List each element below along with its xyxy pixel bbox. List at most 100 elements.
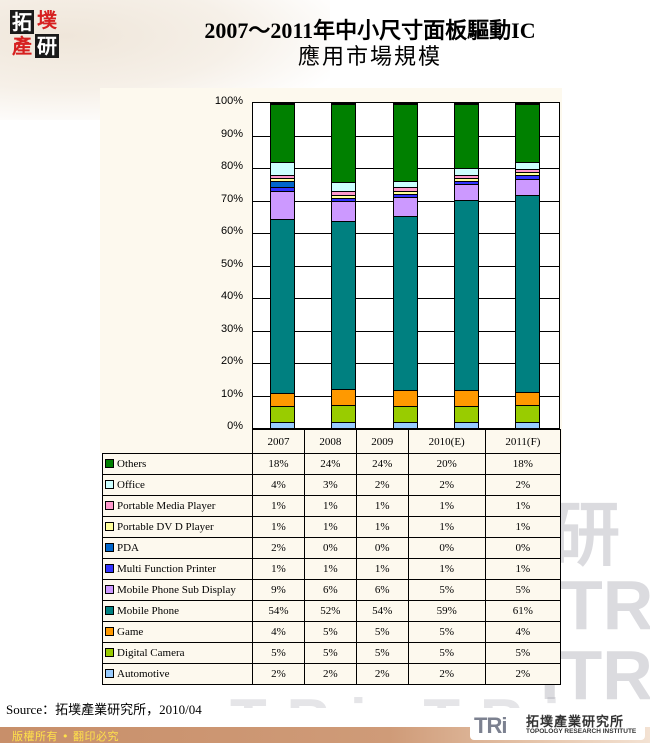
table-cell: 9%: [252, 579, 305, 601]
category-header: 2008: [303, 429, 357, 454]
tri-logo-mark-text: TRi: [474, 713, 507, 738]
bar-segment: [271, 190, 295, 220]
table-cell: 1%: [252, 495, 305, 517]
bar-segment: [515, 194, 539, 393]
org-name-en: TOPOLOGY RESEARCH INSTITUTE: [526, 728, 637, 735]
table-cell: 5%: [355, 642, 409, 664]
y-tick-label: 70%: [220, 192, 243, 205]
series-label: Digital Camera: [102, 642, 253, 664]
table-cell: 5%: [407, 621, 486, 643]
table-cell: 52%: [303, 600, 357, 622]
bar-segment: [332, 220, 356, 390]
table-cell: 2%: [484, 474, 562, 496]
y-tick-label: 90%: [220, 127, 243, 140]
bar-segment: [332, 405, 356, 422]
logo-char: 研: [35, 34, 59, 58]
series-name: PDA: [117, 542, 140, 554]
y-tick-label: 60%: [220, 225, 243, 237]
bar-segment: [454, 184, 478, 201]
bar-segment: [271, 174, 295, 178]
bar-segment: [454, 180, 478, 185]
bar-segment: [332, 389, 356, 406]
table-cell: 2%: [407, 474, 486, 496]
table-cell: 5%: [355, 621, 409, 643]
table-row: Portable Media Player 1% 1% 1% 1% 1%: [102, 495, 562, 517]
table-cell: 2%: [303, 663, 357, 685]
bar-segment: [332, 103, 356, 182]
series-name: Digital Camera: [117, 647, 185, 659]
bar-segment: [515, 172, 539, 176]
table-cell: 4%: [252, 474, 305, 496]
table-cell: 5%: [303, 621, 357, 643]
series-label: PDA: [102, 537, 253, 559]
y-tick-label: 40%: [220, 290, 243, 302]
background-watermark-bottom: TRi TRi: [230, 686, 650, 708]
table-cell: 18%: [252, 453, 305, 475]
table-cell: 0%: [407, 537, 486, 559]
table-row: Multi Function Printer 1% 1% 1% 1% 1%: [102, 558, 562, 580]
series-label: Mobile Phone: [102, 600, 253, 622]
y-tick-label: 100%: [214, 95, 243, 107]
table-row: Automotive 2% 2% 2% 2% 2%: [102, 663, 562, 685]
bar-segment: [332, 421, 356, 428]
table-row: Digital Camera 5% 5% 5% 5% 5%: [102, 642, 562, 664]
table-cell: 2%: [407, 663, 486, 685]
series-label: Office: [102, 474, 253, 496]
bar-segment: [515, 392, 539, 406]
table-cell: 1%: [303, 558, 357, 580]
bar-segment: [393, 421, 417, 428]
source-note: Source：拓墣產業研究所，2010/04: [6, 702, 202, 717]
bar-segment: [515, 162, 539, 169]
table-corner: [102, 429, 253, 454]
stacked-bar: [270, 103, 296, 428]
bar-segment: [454, 389, 478, 406]
table-cell: 1%: [355, 516, 409, 538]
table-cell: 5%: [303, 642, 357, 664]
bar-segment: [454, 421, 478, 428]
table-row: Game 4% 5% 5% 5% 4%: [102, 621, 562, 643]
tri-logo-mark: TRi: [474, 713, 507, 739]
table-cell: 54%: [355, 600, 409, 622]
series-name: Multi Function Printer: [117, 563, 216, 575]
bar-segment: [393, 216, 417, 390]
table-row: Others 18% 24% 24% 20% 18%: [102, 453, 562, 475]
series-name: Game: [117, 626, 144, 638]
table-cell: 2%: [484, 663, 562, 685]
series-label: Portable Media Player: [102, 495, 253, 517]
bar-segment: [271, 180, 295, 188]
table-cell: 1%: [303, 516, 357, 538]
series-label: Portable DV D Player: [102, 516, 253, 538]
bar-segment: [515, 178, 539, 195]
legend-swatch-icon: [105, 669, 114, 678]
stacked-bar: [392, 103, 418, 428]
legend-swatch-icon: [105, 564, 114, 573]
y-tick-label: 20%: [220, 355, 243, 367]
table-cell: 4%: [484, 621, 562, 643]
bar-segment: [515, 421, 539, 428]
copyright-text: 版權所有 • 翻印必究: [12, 730, 119, 743]
series-label: Mobile Phone Sub Display: [102, 579, 253, 601]
bar-segment: [271, 219, 295, 393]
table-row: PDA 2% 0% 0% 0% 0%: [102, 537, 562, 559]
bar-segment: [271, 405, 295, 422]
chart-title-line1: 2007～2011年中小尺寸面板驅動IC: [204, 18, 536, 43]
bar-segment: [332, 194, 356, 198]
table-cell: 20%: [407, 453, 486, 475]
bar-segment: [393, 190, 417, 194]
table-cell: 59%: [407, 600, 486, 622]
legend-swatch-icon: [105, 627, 114, 636]
table-cell: 5%: [484, 579, 562, 601]
series-label: Game: [102, 621, 253, 643]
bar-segment: [332, 197, 356, 202]
table-cell: 0%: [303, 537, 357, 559]
bar-segment: [393, 405, 417, 422]
bar-segment: [454, 405, 478, 422]
y-tick-label: 50%: [220, 257, 243, 270]
category-header: 2007: [252, 429, 305, 454]
table-cell: 24%: [303, 453, 357, 475]
stacked-bar: [514, 103, 540, 428]
category-header: 2009: [355, 429, 409, 454]
bar-segment: [515, 103, 539, 163]
bar-segment: [515, 175, 539, 179]
bar-segment: [454, 177, 478, 181]
